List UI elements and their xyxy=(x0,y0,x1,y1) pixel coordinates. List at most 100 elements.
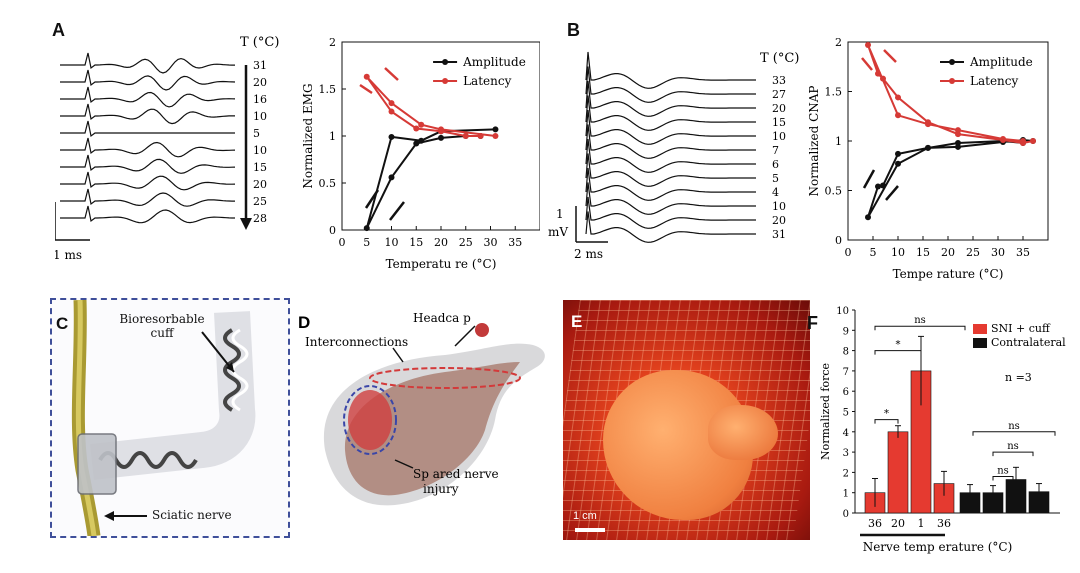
panel-a-temp-label: 10 xyxy=(253,144,267,157)
cnap-trace xyxy=(585,211,756,243)
significance-label: * xyxy=(884,409,889,420)
legend-label: Latency xyxy=(970,74,1018,88)
panel-b-temp-label: 10 xyxy=(772,130,786,143)
panel-d-letter: D xyxy=(298,313,310,332)
panel-a-temp-label: 25 xyxy=(253,195,267,208)
panel-a-temp-label: 15 xyxy=(253,161,267,174)
panel-b-temp-header: T (°C) xyxy=(760,51,799,66)
data-point xyxy=(418,137,425,144)
significance-label: ns xyxy=(1008,421,1020,432)
y-tick-label: 1.5 xyxy=(319,83,337,96)
y-tick-label: 2 xyxy=(843,468,849,479)
x-tick-label: 20 xyxy=(434,236,448,249)
data-point xyxy=(388,174,395,181)
panel-a-temp-label: 20 xyxy=(253,76,267,89)
x-tick-label: 0 xyxy=(845,246,852,259)
direction-arrow xyxy=(862,169,876,189)
panel-b-temp-label: 27 xyxy=(772,88,786,101)
panel-e-letter: E xyxy=(571,312,583,331)
cuff-sleeve xyxy=(77,433,117,495)
emg-trace xyxy=(60,171,236,191)
legend-label: Latency xyxy=(463,74,511,88)
x-tick-label: 30 xyxy=(991,246,1005,259)
data-point xyxy=(875,70,881,77)
direction-arrow xyxy=(885,185,899,201)
data-point xyxy=(363,73,370,80)
injury-circle xyxy=(343,385,397,455)
data-point xyxy=(880,75,886,82)
data-point xyxy=(462,133,469,139)
significance-label: ns xyxy=(914,315,926,326)
panel-e-scale-label: 1 cm xyxy=(573,510,597,522)
significance-bracket xyxy=(874,350,922,355)
emg-trace xyxy=(60,69,236,91)
data-point xyxy=(895,94,901,101)
force-bar-chart: 0 1 2 3 4 5 6 7 8 9 10 Normalized force 36 20 1 36 Nerve… xyxy=(819,306,1066,554)
headcap-arrow xyxy=(454,325,476,347)
panel-c-box: C Bioresorbable cuff Sciatic nerve xyxy=(50,298,290,538)
data-point xyxy=(880,182,886,189)
direction-arrow xyxy=(384,67,399,81)
legend-label: SNI + cuff xyxy=(991,322,1051,335)
significance-bracket xyxy=(972,431,1056,436)
interconnection-path xyxy=(369,367,521,389)
series-line xyxy=(867,44,1034,145)
panel-a-temp-label: 20 xyxy=(253,178,267,191)
cnap-trace xyxy=(585,196,756,229)
panel-a-temp-header: T (°C) xyxy=(240,35,279,50)
x-tick-label: 1 xyxy=(918,517,925,530)
panel-e-photo: 1 cm E xyxy=(563,300,810,540)
x-tick-label: 20 xyxy=(891,517,905,530)
data-point xyxy=(477,133,484,139)
panel-b-letter: B xyxy=(567,20,580,40)
panel-a-temp-label: 10 xyxy=(253,110,267,123)
panel-b-temp-label: 20 xyxy=(772,102,786,115)
y-tick-label: 0 xyxy=(835,234,842,247)
emg-trace xyxy=(60,188,235,207)
x-tick-label: 10 xyxy=(385,236,399,249)
panel-b-temp-label: 7 xyxy=(772,144,779,157)
panel-a-scale-t: 1 ms xyxy=(55,248,82,262)
y-tick-label: 3 xyxy=(843,448,849,459)
significance-bracket xyxy=(992,451,1034,457)
panel-b-scale-v: 1 xyxy=(556,207,564,221)
cnap-trace xyxy=(585,95,756,131)
panel-b-scale-t: 2 ms xyxy=(574,247,603,261)
data-point xyxy=(438,128,444,135)
legend-marker xyxy=(949,78,955,84)
legend-marker xyxy=(949,59,955,65)
bar xyxy=(887,431,909,514)
y-tick-label: 2 xyxy=(329,36,336,49)
data-point xyxy=(895,150,901,157)
significance-bracket xyxy=(992,475,1014,481)
panel-d-rat-illustration: D Headca p Interconnections Sp ared nerv… xyxy=(298,311,545,506)
y-tick-label: 0.5 xyxy=(319,177,337,190)
panel-c-letter: C xyxy=(56,314,69,333)
panel-b-temp-label: 31 xyxy=(772,228,786,241)
x-tick-label: 15 xyxy=(916,246,930,259)
data-point xyxy=(875,183,881,190)
x-tick-label: 10 xyxy=(891,246,905,259)
cnap-trace xyxy=(585,109,756,145)
cnap-trace-group xyxy=(585,51,756,243)
cnap-trace xyxy=(585,124,756,159)
direction-arrow xyxy=(883,49,897,63)
legend-swatch xyxy=(973,338,987,348)
y-tick-label: 6 xyxy=(843,387,849,398)
significance-bracket xyxy=(874,325,966,331)
panel-a-arrow-head xyxy=(240,218,252,230)
panel-b-scale-unit: mV xyxy=(548,225,568,239)
interconnections-label: Interconnections xyxy=(305,335,408,349)
significance-label: ns xyxy=(997,465,1009,476)
data-point xyxy=(1030,138,1036,144)
panel-b-temp-label: 5 xyxy=(772,172,779,185)
x-tick-label: 35 xyxy=(1016,246,1030,259)
direction-arrow xyxy=(861,57,873,71)
data-point xyxy=(865,41,871,48)
significance-label: * xyxy=(896,340,901,351)
headcap-marker xyxy=(475,323,489,337)
panel-b-temp-label: 20 xyxy=(772,214,786,227)
data-point xyxy=(413,125,420,132)
